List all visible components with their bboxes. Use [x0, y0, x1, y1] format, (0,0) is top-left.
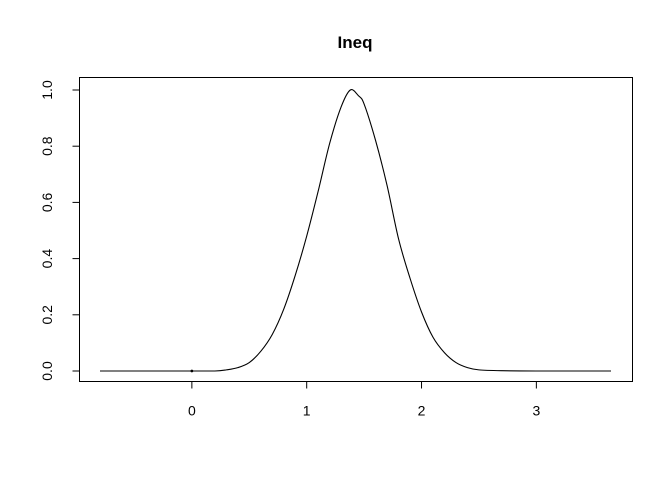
x-tick-label: 2: [418, 403, 426, 419]
x-tick-label: 0: [188, 403, 196, 419]
y-tick-label: 0.6: [39, 192, 55, 212]
y-tick-label: 0.2: [39, 305, 55, 325]
series-line: [99, 89, 611, 372]
y-axis: 0.0 0.2 0.4 0.6 0.8 1.0: [39, 80, 80, 381]
y-tick-label: 0.4: [39, 249, 55, 269]
data-point: [190, 369, 194, 373]
chart-title: Ineq: [338, 33, 373, 52]
y-tick-label: 0.0: [39, 361, 55, 381]
x-axis: 0 1 2 3: [188, 381, 540, 419]
y-tick-label: 1.0: [39, 80, 55, 100]
x-tick-label: 1: [303, 403, 311, 419]
y-tick-label: 0.8: [39, 136, 55, 156]
plot-content: [99, 89, 611, 373]
plot-area-box: [79, 77, 633, 382]
x-tick-label: 3: [532, 403, 540, 419]
